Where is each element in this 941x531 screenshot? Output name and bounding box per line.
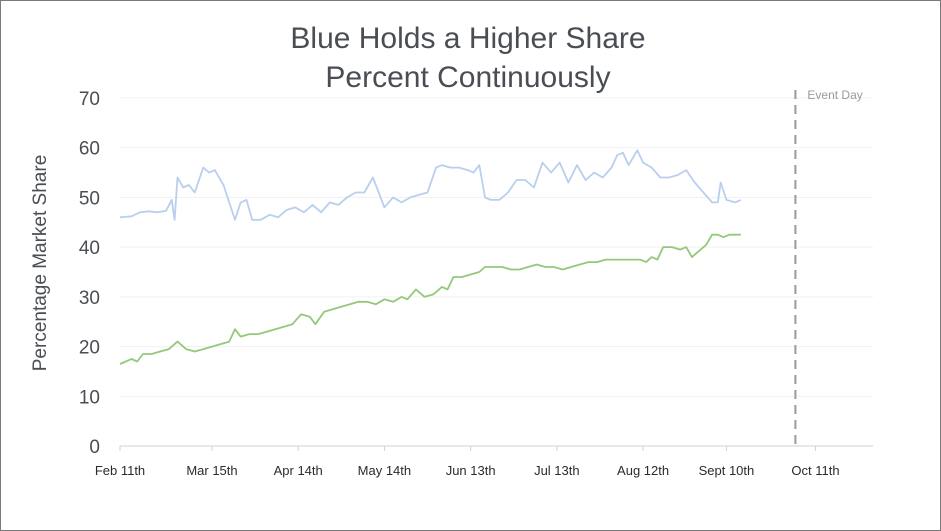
y-axis-label: Percentage Market Share	[30, 155, 51, 372]
y-tick-label: 40	[79, 238, 100, 259]
y-axis-ticks: 0 10 20 30 40 50 60 70	[79, 89, 100, 458]
grid-lines	[120, 97, 873, 397]
series-lines	[119, 149, 742, 365]
chart-title: Blue Holds a Higher Share Percent Contin…	[290, 22, 645, 94]
x-tick-label: Mar 15th	[186, 463, 237, 478]
x-tick-label: May 14th	[358, 463, 411, 478]
y-tick-label: 60	[79, 139, 100, 160]
event-marker: Event Day	[794, 88, 863, 446]
x-tick-label: Sept 10th	[699, 463, 755, 478]
chart-title-line-2: Percent Continuously	[325, 61, 610, 94]
series-line-1	[119, 149, 742, 221]
chart-title-line-1: Blue Holds a Higher Share	[290, 22, 645, 55]
x-tick-label: Apr 14th	[274, 463, 323, 478]
x-tick-label: Aug 12th	[617, 463, 669, 478]
x-tick-label: Jun 13th	[446, 463, 496, 478]
y-tick-label: 0	[89, 437, 100, 458]
event-day-label: Event Day	[807, 88, 862, 102]
x-tick-label: Feb 11th	[95, 463, 145, 478]
x-tick-label: Oct 11th	[791, 463, 839, 478]
y-tick-label: 20	[79, 338, 100, 359]
y-tick-label: 30	[79, 288, 100, 309]
y-tick-label: 70	[79, 89, 100, 110]
x-tick-label: Jul 13th	[534, 463, 580, 478]
series-line-2	[119, 233, 741, 365]
y-tick-label: 50	[79, 188, 100, 209]
y-tick-label: 10	[79, 387, 100, 408]
x-axis: Feb 11th Mar 15th Apr 14th May 14th Jun 13th…	[95, 445, 873, 478]
